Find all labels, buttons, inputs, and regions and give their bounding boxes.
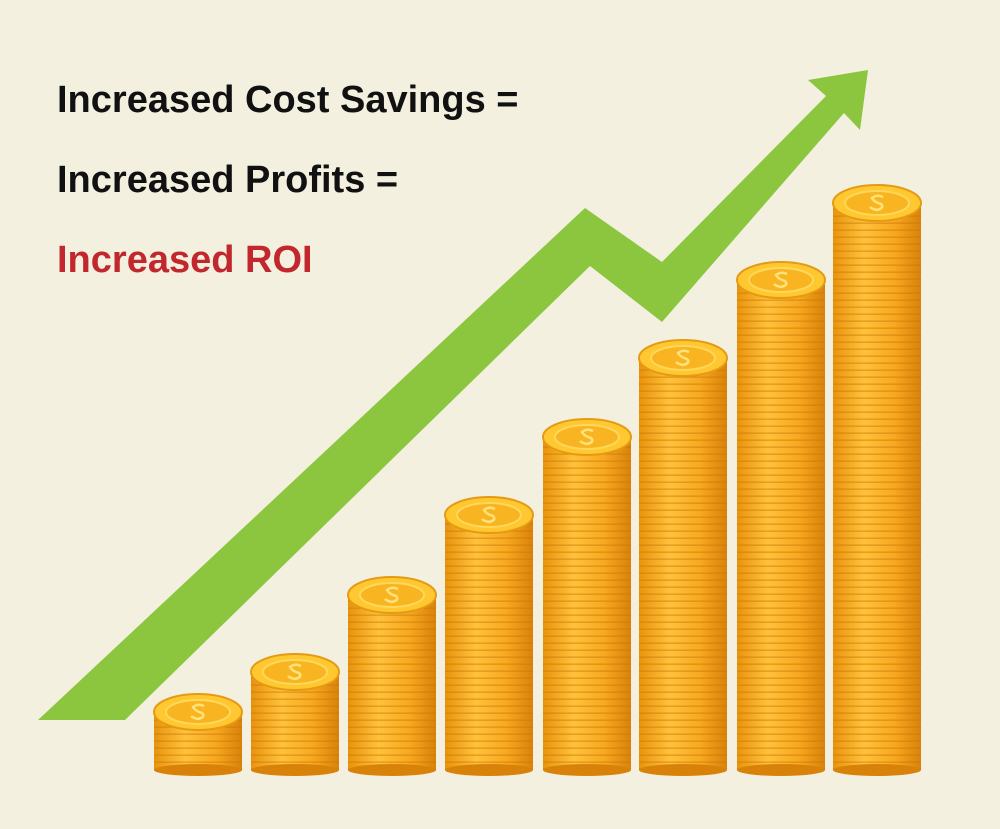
growth-arrow bbox=[38, 70, 868, 720]
coin-stack bbox=[152, 692, 244, 776]
coin-stack bbox=[443, 495, 535, 776]
coin-stack bbox=[346, 575, 438, 776]
headline-line: Increased Profits = bbox=[57, 159, 398, 201]
headline-line: Increased ROI bbox=[57, 239, 313, 281]
headline-line: Increased Cost Savings = bbox=[57, 79, 518, 121]
coin-stack bbox=[735, 260, 827, 776]
coin-stack bbox=[637, 338, 729, 776]
coin-stack bbox=[831, 183, 923, 776]
coin-stack bbox=[249, 652, 341, 776]
coin-stack bbox=[541, 417, 633, 776]
coin-stacks bbox=[152, 183, 923, 776]
